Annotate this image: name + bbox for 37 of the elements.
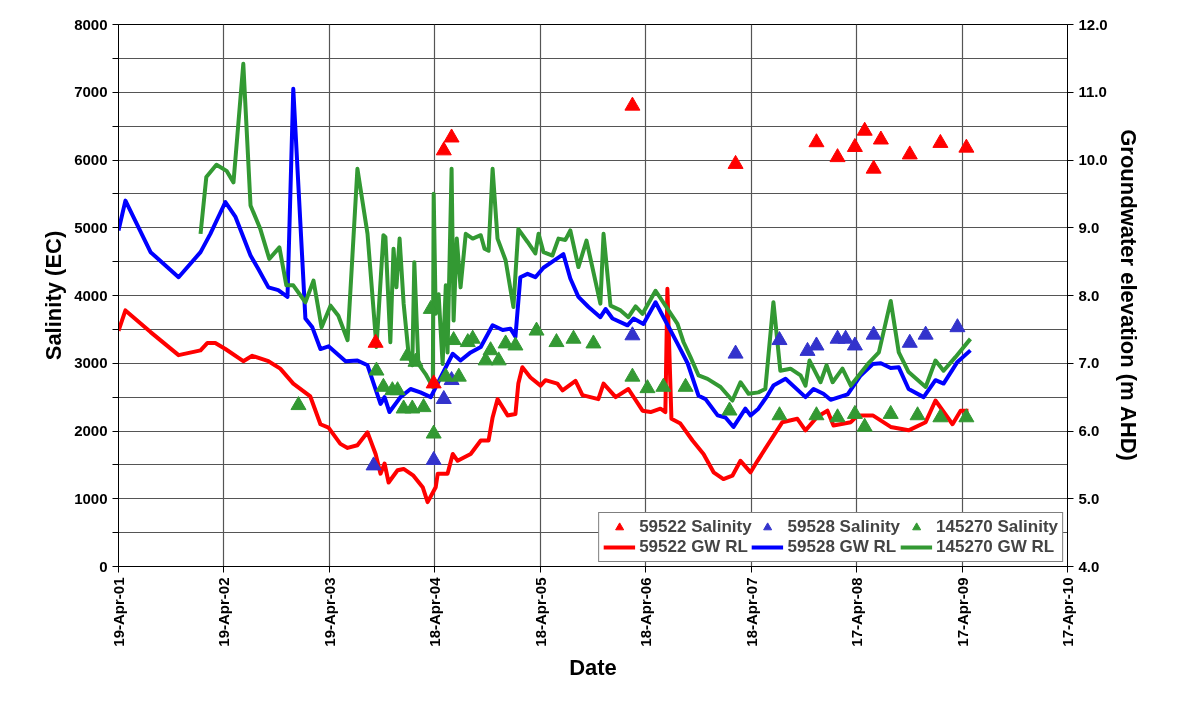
y-tick-label: 8000 xyxy=(74,15,108,33)
y-tick-label: 7000 xyxy=(74,83,108,101)
y-tick-label: 1000 xyxy=(74,489,108,507)
y2-tick-label: 10.0 xyxy=(1078,151,1108,168)
legend-label: 59528 Salinity xyxy=(787,517,901,537)
x-tick-label: 19-Apr-02 xyxy=(215,577,233,647)
x-tick-label: 18-Apr-06 xyxy=(637,577,655,647)
y2-tick-label: 6.0 xyxy=(1078,422,1100,439)
y2-tick-label: 5.0 xyxy=(1078,489,1100,507)
y2-tick-label: 12.0 xyxy=(1078,15,1108,33)
legend-label: 145270 GW RL xyxy=(936,537,1055,557)
y-axis-title: Salinity (EC) xyxy=(41,230,67,361)
x-tick-label: 17-Apr-10 xyxy=(1059,577,1076,647)
y-tick-label: 2000 xyxy=(74,422,108,439)
y-tick-label: 6000 xyxy=(74,151,108,168)
x-tick-label: 19-Apr-01 xyxy=(110,577,127,647)
y2-axis-title: Groundwater elevation (m AHD) xyxy=(1115,129,1141,461)
x-axis-title: Date xyxy=(569,654,617,680)
legend-label: 145270 Salinity xyxy=(936,517,1058,537)
legend-label: 59522 GW RL xyxy=(639,537,748,557)
x-tick-label: 17-Apr-09 xyxy=(953,577,971,647)
y-tick-label: 4000 xyxy=(74,286,108,304)
y-tick-label: 0 xyxy=(99,557,108,575)
legend-label: 59522 Salinity xyxy=(639,517,752,537)
y2-tick-label: 8.0 xyxy=(1078,286,1100,304)
y2-tick-label: 9.0 xyxy=(1078,218,1100,236)
y2-tick-label: 4.0 xyxy=(1078,557,1100,575)
y2-tick-label: 11.0 xyxy=(1078,83,1107,101)
x-tick-label: 19-Apr-03 xyxy=(320,577,338,647)
legend-label: 59528 GW RL xyxy=(787,537,897,557)
y-tick-label: 3000 xyxy=(74,354,108,372)
y-tick-label: 5000 xyxy=(74,218,108,236)
x-tick-label: 18-Apr-04 xyxy=(426,576,444,647)
x-tick-label: 18-Apr-05 xyxy=(531,577,549,647)
x-tick-label: 18-Apr-07 xyxy=(742,577,760,647)
y2-tick-label: 7.0 xyxy=(1078,354,1100,372)
x-tick-label: 17-Apr-08 xyxy=(848,577,866,647)
